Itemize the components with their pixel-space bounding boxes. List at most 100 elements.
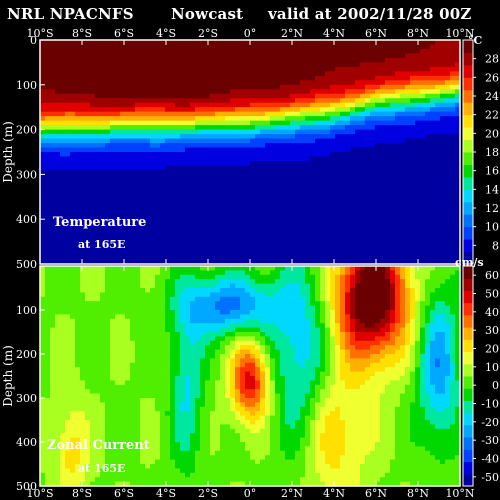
field-cell [205,210,211,216]
field-cell [355,165,361,171]
field-cell [85,178,91,184]
field-cell [145,210,151,216]
field-cell [250,296,256,302]
field-cell [395,205,401,211]
field-cell [40,40,46,46]
field-cell [360,214,366,220]
field-cell [235,183,241,189]
field-cell [270,111,276,117]
field-cell [75,241,81,247]
field-cell [400,111,406,117]
field-cell [270,71,276,77]
field-cell [220,40,226,46]
field-cell [390,192,396,198]
field-cell [445,125,451,131]
field-cell [180,165,186,171]
field-cell [325,183,331,189]
field-cell [50,228,56,234]
field-cell [360,75,366,81]
field-cell [65,156,71,162]
field-cell [255,270,261,276]
field-cell [375,192,381,198]
field-cell [340,241,346,247]
field-cell [125,53,131,59]
field-cell [325,250,331,256]
field-cell [65,274,71,280]
field-cell [440,93,446,99]
field-cell [225,250,231,256]
field-cell [310,62,316,68]
field-cell [410,169,416,175]
field-cell [155,156,161,162]
field-cell [185,246,191,252]
field-cell [70,66,76,72]
field-cell [40,62,46,68]
field-cell [110,301,116,307]
field-cell [445,89,451,95]
field-cell [225,165,231,171]
field-cell [185,174,191,180]
field-cell [345,143,351,149]
field-cell [420,169,426,175]
field-cell [295,152,301,158]
field-cell [450,246,456,252]
field-cell [450,138,456,144]
field-cell [260,210,266,216]
field-cell [85,292,91,298]
field-cell [65,210,71,216]
field-cell [305,93,311,99]
field-cell [180,219,186,225]
field-cell [395,125,401,131]
field-cell [230,165,236,171]
field-cell [305,205,311,211]
field-cell [240,89,246,95]
field-cell [160,210,166,216]
field-cell [225,102,231,108]
field-cell [365,48,371,55]
field-cell [40,80,46,86]
field-cell [205,107,211,113]
field-cell [180,246,186,252]
field-cell [340,116,346,122]
field-cell [275,196,281,202]
field-cell [435,283,441,289]
field-cell [200,274,206,280]
field-cell [320,84,326,90]
field-cell [400,75,406,81]
field-cell [175,174,181,180]
field-cell [425,107,431,113]
field-cell [420,93,426,99]
field-cell [45,266,51,271]
field-cell [130,232,136,238]
field-cell [425,205,431,211]
field-cell [310,279,316,285]
field-cell [300,57,306,63]
field-cell [315,237,321,243]
field-cell [225,232,231,238]
field-cell [55,44,61,50]
field-cell [415,120,421,126]
field-cell [405,296,411,302]
field-cell [115,107,121,113]
field-cell [115,169,121,175]
field-cell [240,147,246,153]
field-cell [245,102,251,108]
field-cell [355,174,361,180]
field-cell [165,152,171,158]
field-cell [135,250,141,256]
field-cell [50,169,56,175]
field-cell [110,237,116,243]
field-cell [440,40,446,46]
field-cell [240,192,246,198]
field-cell [320,66,326,72]
field-cell [260,84,266,90]
field-cell [240,62,246,68]
field-cell [225,296,231,302]
field-cell [120,228,126,234]
field-cell [275,174,281,180]
field-cell [340,255,346,261]
field-cell [145,223,151,229]
field-cell [40,246,46,252]
field-cell [55,210,61,216]
field-cell [190,279,196,285]
